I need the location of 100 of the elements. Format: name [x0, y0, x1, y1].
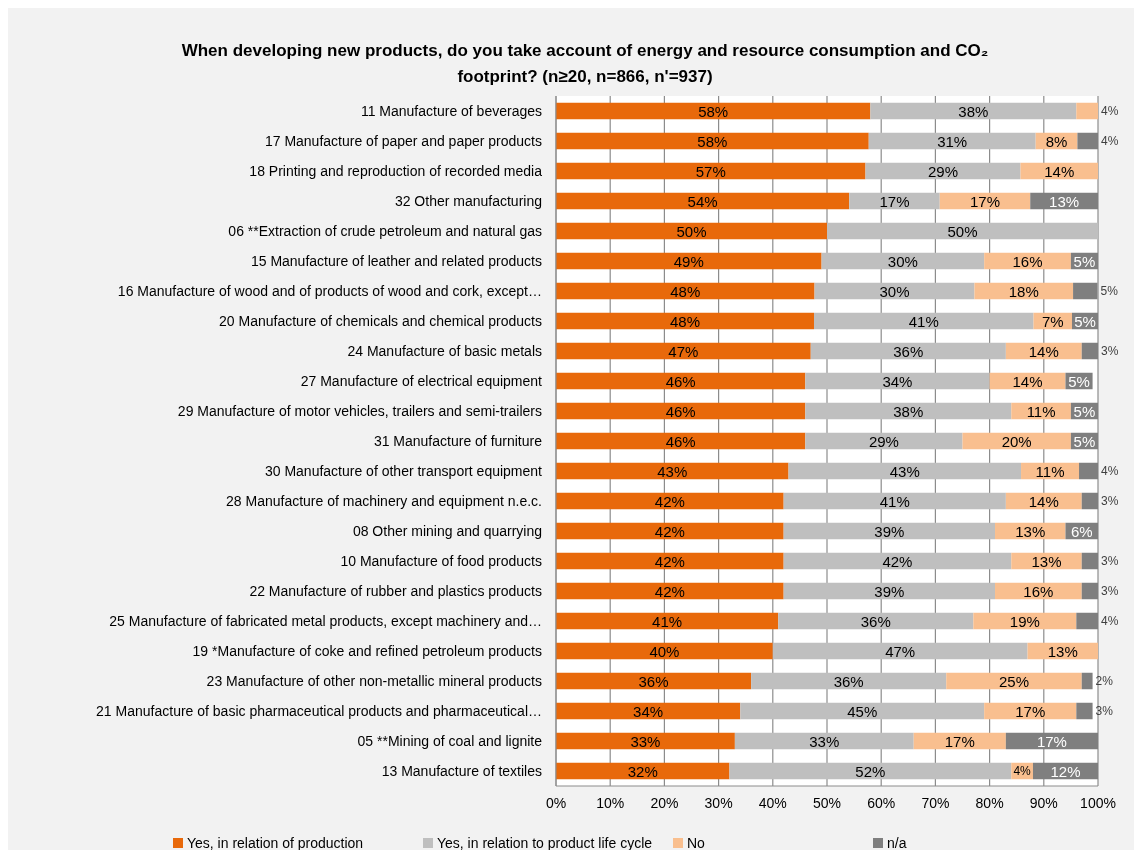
data-label: 3% — [1101, 584, 1119, 598]
data-label: 25% — [998, 672, 1030, 690]
data-label: 38% — [958, 102, 989, 120]
bar — [556, 162, 866, 180]
bar — [1076, 102, 1098, 120]
bar — [556, 642, 773, 660]
bar — [556, 432, 806, 450]
data-label: 50% — [947, 222, 978, 240]
y-tick-label: 25 Manufacture of fabricated metal products, except machinery and… — [109, 613, 542, 629]
bar — [1077, 132, 1098, 150]
bar — [783, 492, 1006, 510]
y-tick-label: 13 Manufacture of textiles — [381, 763, 542, 779]
bar — [556, 672, 752, 690]
bar — [556, 462, 789, 480]
bar — [556, 552, 784, 570]
bar — [783, 582, 996, 600]
bar — [556, 612, 779, 630]
data-label: 17% — [944, 732, 975, 750]
data-label: 13% — [1031, 552, 1062, 570]
data-label: 36% — [833, 672, 864, 690]
x-tick-label: 100% — [1080, 795, 1116, 811]
x-tick-label: 90% — [1029, 795, 1058, 811]
data-label: 46% — [665, 402, 696, 420]
x-tick-label: 30% — [704, 795, 733, 811]
bar — [821, 252, 985, 270]
bar — [556, 252, 822, 270]
data-label: 41% — [652, 612, 683, 630]
data-label: 17% — [1015, 702, 1046, 720]
bar — [556, 312, 814, 330]
data-label: 8% — [1045, 132, 1068, 150]
bar — [772, 642, 1028, 660]
bar — [1081, 672, 1093, 690]
data-label: 14% — [1028, 492, 1059, 510]
y-tick-label: 11 Manufacture of beverages — [360, 103, 542, 119]
bar — [556, 522, 784, 540]
data-label: 13% — [1049, 192, 1080, 210]
data-label: 46% — [665, 372, 696, 390]
y-tick-label: 27 Manufacture of electrical equipment — [300, 373, 543, 389]
data-label: 4% — [1101, 614, 1119, 628]
legend-label: n/a — [887, 835, 907, 850]
bar — [1079, 462, 1098, 480]
bar — [556, 132, 869, 150]
bar — [751, 672, 947, 690]
data-label: 29% — [927, 162, 958, 180]
data-label: 52% — [855, 762, 886, 780]
bar — [556, 762, 730, 780]
y-tick-label: 16 Manufacture of wood and of products of wood and cork, except… — [117, 283, 542, 299]
y-tick-label: 24 Manufacture of basic metals — [347, 343, 542, 359]
y-tick-label: 29 Manufacture of motor vehicles, trailers and semi-trailers — [177, 403, 542, 419]
y-tick-label: 28 Manufacture of machinery and equipment n.e.c. — [226, 493, 542, 509]
legend-label: Yes, in relation of production — [187, 835, 364, 850]
data-label: 38% — [893, 402, 924, 420]
y-tick-label: 32 Other manufacturing — [394, 193, 542, 209]
y-tick-label: 30 Manufacture of other transport equipment — [264, 463, 543, 479]
data-label: 47% — [668, 342, 699, 360]
data-label: 13% — [1015, 522, 1046, 540]
data-label: 43% — [889, 462, 920, 480]
bar — [556, 342, 811, 360]
data-label: 2% — [1095, 674, 1114, 688]
data-label: 14% — [1012, 372, 1043, 390]
y-tick-label: 05 **Mining of coal and lignite — [357, 733, 543, 749]
data-label: 49% — [673, 252, 704, 270]
data-label: 5% — [1068, 372, 1090, 390]
data-label: 48% — [669, 312, 701, 330]
x-tick-label: 10% — [596, 795, 625, 811]
data-label: 12% — [1050, 762, 1081, 780]
bar — [805, 432, 963, 450]
data-label: 45% — [847, 702, 878, 720]
x-tick-label: 20% — [650, 795, 679, 811]
x-tick-label: 40% — [758, 795, 787, 811]
y-tick-label: 21 Manufacture of basic pharmaceutical products and pharmaceutical… — [96, 703, 542, 719]
bar — [740, 702, 985, 720]
data-label: 48% — [670, 282, 701, 300]
data-label: 46% — [665, 432, 696, 450]
data-label: 34% — [882, 372, 913, 390]
bar — [556, 402, 806, 420]
data-label: 33% — [809, 732, 840, 750]
data-label: 36% — [860, 612, 891, 630]
y-tick-label: 15 Manufacture of leather and related products — [250, 253, 542, 269]
data-label: 16% — [1012, 252, 1043, 270]
y-tick-label: 06 **Extraction of crude petroleum and natural gas — [228, 223, 542, 239]
bar — [556, 732, 735, 750]
data-label: 14% — [1044, 162, 1075, 180]
data-label: 32% — [627, 762, 658, 780]
bar — [805, 402, 1012, 420]
data-label: 18% — [1008, 282, 1039, 300]
bar — [783, 552, 1012, 570]
data-label: 36% — [893, 342, 924, 360]
y-tick-label: 10 Manufacture of food products — [340, 553, 542, 569]
data-label: 5% — [1100, 284, 1119, 298]
data-label: 13% — [1047, 642, 1078, 660]
data-label: 36% — [638, 672, 669, 690]
bar — [729, 762, 1012, 780]
bar — [556, 222, 827, 240]
bar — [870, 102, 1077, 120]
bar — [1076, 612, 1098, 630]
y-tick-label: 31 Manufacture of furniture — [373, 433, 543, 449]
data-label: 17% — [1036, 732, 1067, 750]
bar — [556, 192, 850, 210]
data-label: 14% — [1028, 342, 1059, 360]
